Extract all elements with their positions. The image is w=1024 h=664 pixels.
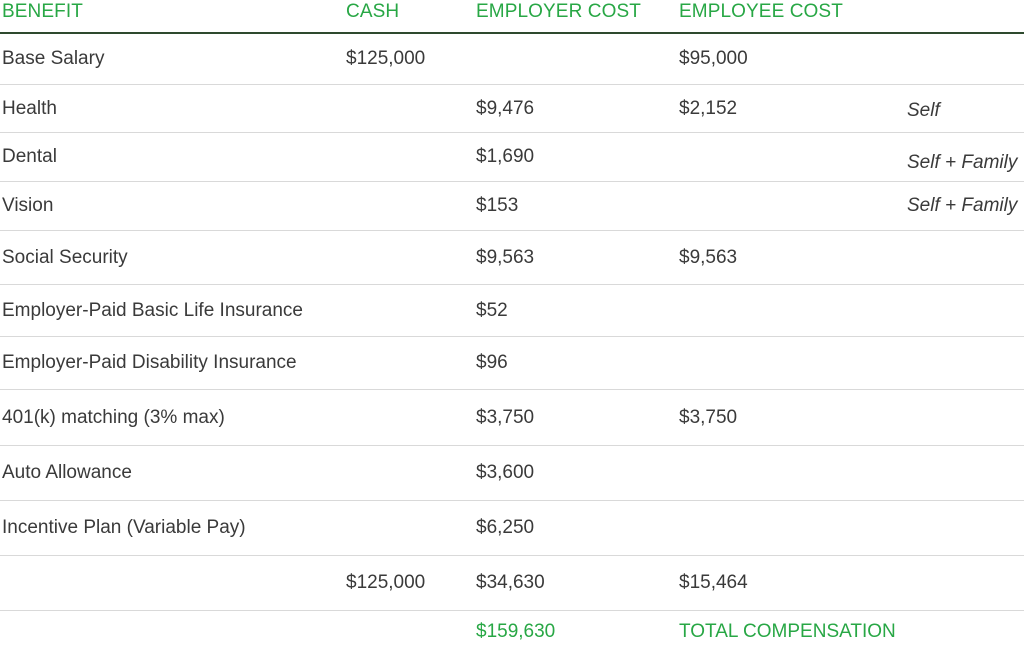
- header-benefit: BENEFIT: [2, 1, 83, 22]
- benefit-cell: Incentive Plan (Variable Pay): [2, 517, 246, 538]
- total-employee-cost: $15,464: [679, 572, 748, 593]
- grand-total-row: $159,630 TOTAL COMPENSATION: [0, 611, 1024, 652]
- table-row: Vision $153 Self + Family: [0, 182, 1024, 231]
- table-row: Employer-Paid Basic Life Insurance $52: [0, 285, 1024, 337]
- total-cash: $125,000: [346, 572, 426, 593]
- totals-row: $125,000 $34,630 $15,464: [0, 556, 1024, 611]
- benefit-cell: Base Salary: [2, 48, 105, 69]
- header-employee-cost: EMPLOYEE COST: [679, 1, 843, 22]
- employer-cost-cell: $96: [476, 352, 508, 373]
- employer-cost-cell: $1,690: [476, 146, 535, 167]
- table-row: Base Salary $125,000 $95,000: [0, 34, 1024, 85]
- table-row: Health $9,476 $2,152 Self: [0, 85, 1024, 133]
- benefit-cell: Dental: [2, 146, 57, 167]
- employer-cost-cell: $153: [476, 195, 519, 216]
- table-row: Employer-Paid Disability Insurance $96: [0, 337, 1024, 390]
- employer-cost-cell: $52: [476, 299, 508, 321]
- table-row: 401(k) matching (3% max) $3,750 $3,750: [0, 390, 1024, 446]
- header-cash: CASH: [346, 1, 400, 22]
- table-row: Auto Allowance $3,600: [0, 446, 1024, 501]
- benefit-cell: Social Security: [2, 246, 128, 268]
- employee-cost-cell: $95,000: [679, 48, 748, 69]
- cash-cell: $125,000: [346, 48, 426, 69]
- coverage-note: Self + Family: [907, 195, 1018, 216]
- employer-cost-cell: $6,250: [476, 517, 535, 538]
- benefit-cell: Vision: [2, 195, 54, 216]
- employee-cost-cell: $9,563: [679, 246, 738, 268]
- grand-total-label: TOTAL COMPENSATION: [679, 620, 896, 642]
- coverage-note: Self: [907, 99, 940, 121]
- employer-cost-cell: $9,563: [476, 246, 535, 268]
- header-employer-cost: EMPLOYER COST: [476, 1, 641, 22]
- table-row: Incentive Plan (Variable Pay) $6,250: [0, 501, 1024, 556]
- total-employer-cost: $34,630: [476, 572, 545, 593]
- employer-cost-cell: $3,600: [476, 462, 535, 483]
- employer-cost-cell: $9,476: [476, 97, 535, 119]
- benefit-cell: 401(k) matching (3% max): [2, 406, 225, 428]
- coverage-note: Self + Family: [907, 152, 1018, 173]
- table-header: BENEFIT CASH EMPLOYER COST EMPLOYEE COST: [0, 0, 1024, 34]
- employee-cost-cell: $3,750: [679, 406, 738, 428]
- benefit-cell: Employer-Paid Basic Life Insurance: [2, 299, 303, 321]
- table-row: Social Security $9,563 $9,563: [0, 231, 1024, 285]
- benefit-cell: Auto Allowance: [2, 462, 132, 483]
- table-row: Dental $1,690 Self + Family: [0, 133, 1024, 182]
- employee-cost-cell: $2,152: [679, 97, 738, 119]
- grand-total-value: $159,630: [476, 620, 556, 642]
- benefit-cell: Employer-Paid Disability Insurance: [2, 352, 297, 373]
- benefit-cell: Health: [2, 97, 57, 119]
- employer-cost-cell: $3,750: [476, 406, 535, 428]
